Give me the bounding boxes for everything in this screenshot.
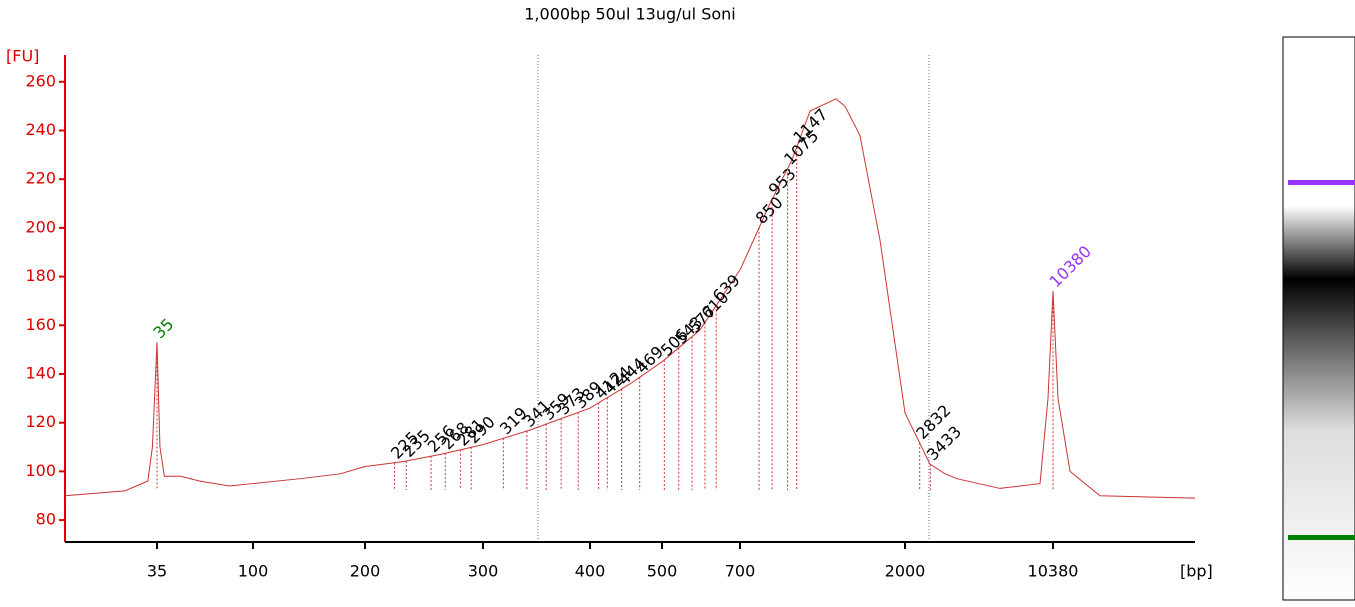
x-tick-label: 200 (350, 562, 381, 581)
y-tick-label: 100 (25, 461, 56, 480)
chart-title: 1,000bp 50ul 13ug/ul Soni (524, 5, 735, 24)
y-tick-label: 240 (25, 120, 56, 139)
x-tick-label: 700 (725, 562, 756, 581)
gel-band (1288, 180, 1355, 185)
x-tick-label: 2000 (885, 562, 926, 581)
gel-lane (1282, 36, 1355, 601)
y-tick-label: 140 (25, 363, 56, 382)
x-tick-label: 400 (575, 562, 606, 581)
x-tick-label: 35 (147, 562, 167, 581)
gel-frame (1282, 36, 1355, 601)
x-tick-label: 100 (238, 562, 269, 581)
y-tick-label: 220 (25, 169, 56, 188)
x-tick-label: 300 (468, 562, 499, 581)
y-tick-label: 80 (36, 510, 56, 529)
x-axis-label: [bp] (1180, 562, 1213, 581)
x-tick-label: 500 (647, 562, 678, 581)
y-axis-label: [FU] (6, 47, 39, 66)
trace (64, 98, 1196, 499)
gel-band (1288, 535, 1355, 540)
y-tick-label: 160 (25, 315, 56, 334)
peak-label: 953 (765, 164, 800, 199)
peak-label: 35 (150, 315, 178, 343)
peak-label: 10380 (1046, 242, 1095, 291)
peak-label: 850 (752, 193, 787, 228)
x-tick-label: 10380 (1028, 562, 1079, 581)
y-tick-label: 120 (25, 412, 56, 431)
y-tick-label: 200 (25, 217, 56, 236)
y-tick-label: 180 (25, 266, 56, 285)
y-tick-label: 260 (25, 71, 56, 90)
